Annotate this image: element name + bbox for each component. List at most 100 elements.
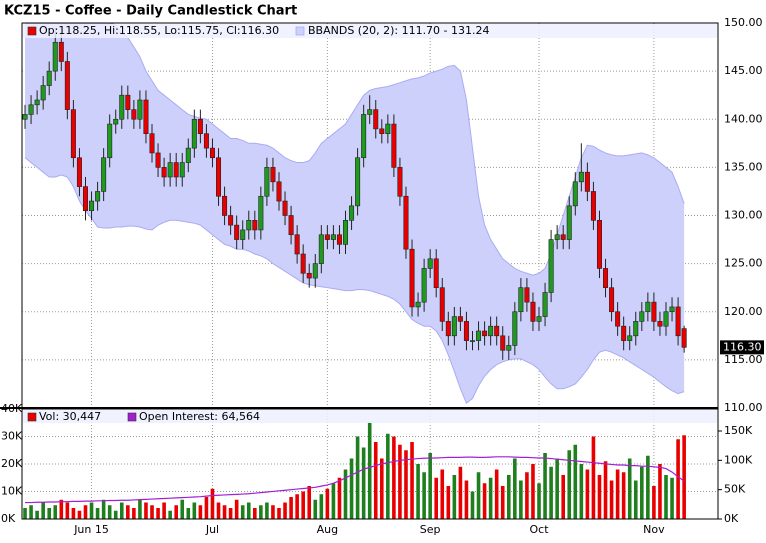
candle-body: [669, 306, 675, 313]
volume-bar: [289, 497, 293, 519]
candle-body: [524, 287, 530, 303]
volume-bar: [597, 475, 602, 519]
volume-bar: [234, 499, 239, 519]
volume-bar: [398, 444, 402, 519]
candle-body: [131, 109, 137, 120]
volume-bar: [83, 505, 88, 519]
candle-body: [536, 316, 542, 322]
volume-bar: [313, 499, 318, 519]
candle-body: [270, 167, 276, 183]
candle-body: [107, 123, 113, 159]
volume-bar: [319, 494, 324, 519]
volume-bar: [144, 502, 148, 519]
candle-body: [488, 325, 494, 337]
volume-bar: [210, 488, 215, 519]
volume-bar: [35, 510, 39, 519]
candle-body: [615, 311, 621, 327]
candle-body: [427, 258, 433, 269]
volume-bar: [579, 464, 584, 519]
y-tick-label: 125.00: [724, 257, 763, 270]
volume-bar: [174, 505, 178, 519]
candle-body: [149, 133, 155, 154]
volume-bar: [446, 486, 451, 519]
candle-body: [518, 287, 524, 313]
candle-body: [596, 220, 602, 269]
candle-body: [621, 325, 627, 341]
plot-layer: Jun 15 Jul Aug Sep Oct Nov 110.00 115.00 120.00 1…: [0, 16, 764, 536]
candle-body: [409, 248, 415, 308]
candle-body: [397, 167, 403, 197]
y2-tick-label: 150K: [724, 424, 753, 437]
y-tick-label: 30K: [1, 430, 23, 443]
volume-bar: [186, 508, 191, 519]
candle-body: [566, 205, 572, 240]
candle-body: [58, 41, 64, 62]
candle-body: [421, 268, 427, 303]
volume-bar: [555, 458, 559, 519]
legend-label: BBANDS (20, 2): 111.70 - 131.24: [308, 24, 490, 37]
volume-bar: [464, 480, 469, 519]
candle-body: [318, 234, 324, 264]
candle-body: [651, 301, 657, 322]
chart-title: KCZ15 - Coffee - Daily Candlestick Chart: [4, 4, 297, 19]
volume-bar: [640, 466, 644, 519]
y-tick-label: 110.00: [724, 401, 763, 414]
candle-body: [373, 109, 379, 130]
volume-bar: [192, 502, 197, 519]
volume-bar: [646, 455, 650, 519]
candle-body: [28, 104, 34, 115]
y2-tick-label: 100K: [724, 453, 753, 466]
candle-body: [343, 220, 349, 245]
volume-bar: [126, 505, 130, 519]
candle-body: [276, 181, 282, 202]
candle-body: [228, 215, 234, 226]
y-tick-label: 140.00: [724, 112, 763, 125]
volume-bar: [107, 505, 112, 519]
volume-bar: [198, 505, 203, 519]
candle-body: [379, 128, 385, 134]
legend-label: Open Interest: 64,564: [139, 410, 260, 423]
legend-swatch: [27, 26, 37, 36]
candle-body: [415, 301, 421, 308]
volume-bar: [204, 497, 209, 519]
volume-bar: [240, 505, 245, 519]
last-price-label: 116.30: [723, 340, 762, 353]
legend-strip: [23, 410, 717, 423]
volume-bar: [543, 453, 547, 519]
candle-body: [70, 109, 76, 159]
candle-body: [578, 171, 584, 183]
candle-body: [246, 220, 252, 231]
candle-body: [173, 162, 179, 178]
volume-bar: [513, 458, 517, 519]
volume-bar: [180, 499, 185, 519]
volume-bar: [422, 472, 426, 519]
y-tick-label: 150.00: [724, 16, 763, 29]
candle-body: [627, 335, 633, 341]
candle-body: [52, 41, 58, 72]
candle-body: [457, 316, 463, 322]
last-price-box: [720, 340, 764, 355]
volume-bar: [573, 444, 578, 519]
volume-bar: [253, 508, 257, 519]
candle-body: [633, 321, 639, 337]
candle-body: [657, 321, 663, 327]
candle-body: [609, 287, 615, 313]
volume-bar: [119, 502, 124, 519]
candle-body: [282, 200, 288, 216]
open-interest-line: [25, 456, 685, 504]
volume-bar: [361, 447, 366, 519]
candle-body: [101, 157, 107, 192]
volume-bar: [670, 477, 674, 519]
volume-bar: [428, 453, 432, 519]
volume-bar: [337, 477, 342, 519]
volume-bar: [621, 472, 626, 519]
volume-bar: [222, 505, 227, 519]
volume-bar: [500, 486, 505, 519]
volume-bar: [379, 458, 384, 519]
candle-body: [209, 147, 215, 159]
candle-body: [324, 234, 330, 240]
candle-body: [125, 94, 131, 110]
volume-bar: [682, 435, 686, 519]
candle-body: [40, 85, 46, 101]
